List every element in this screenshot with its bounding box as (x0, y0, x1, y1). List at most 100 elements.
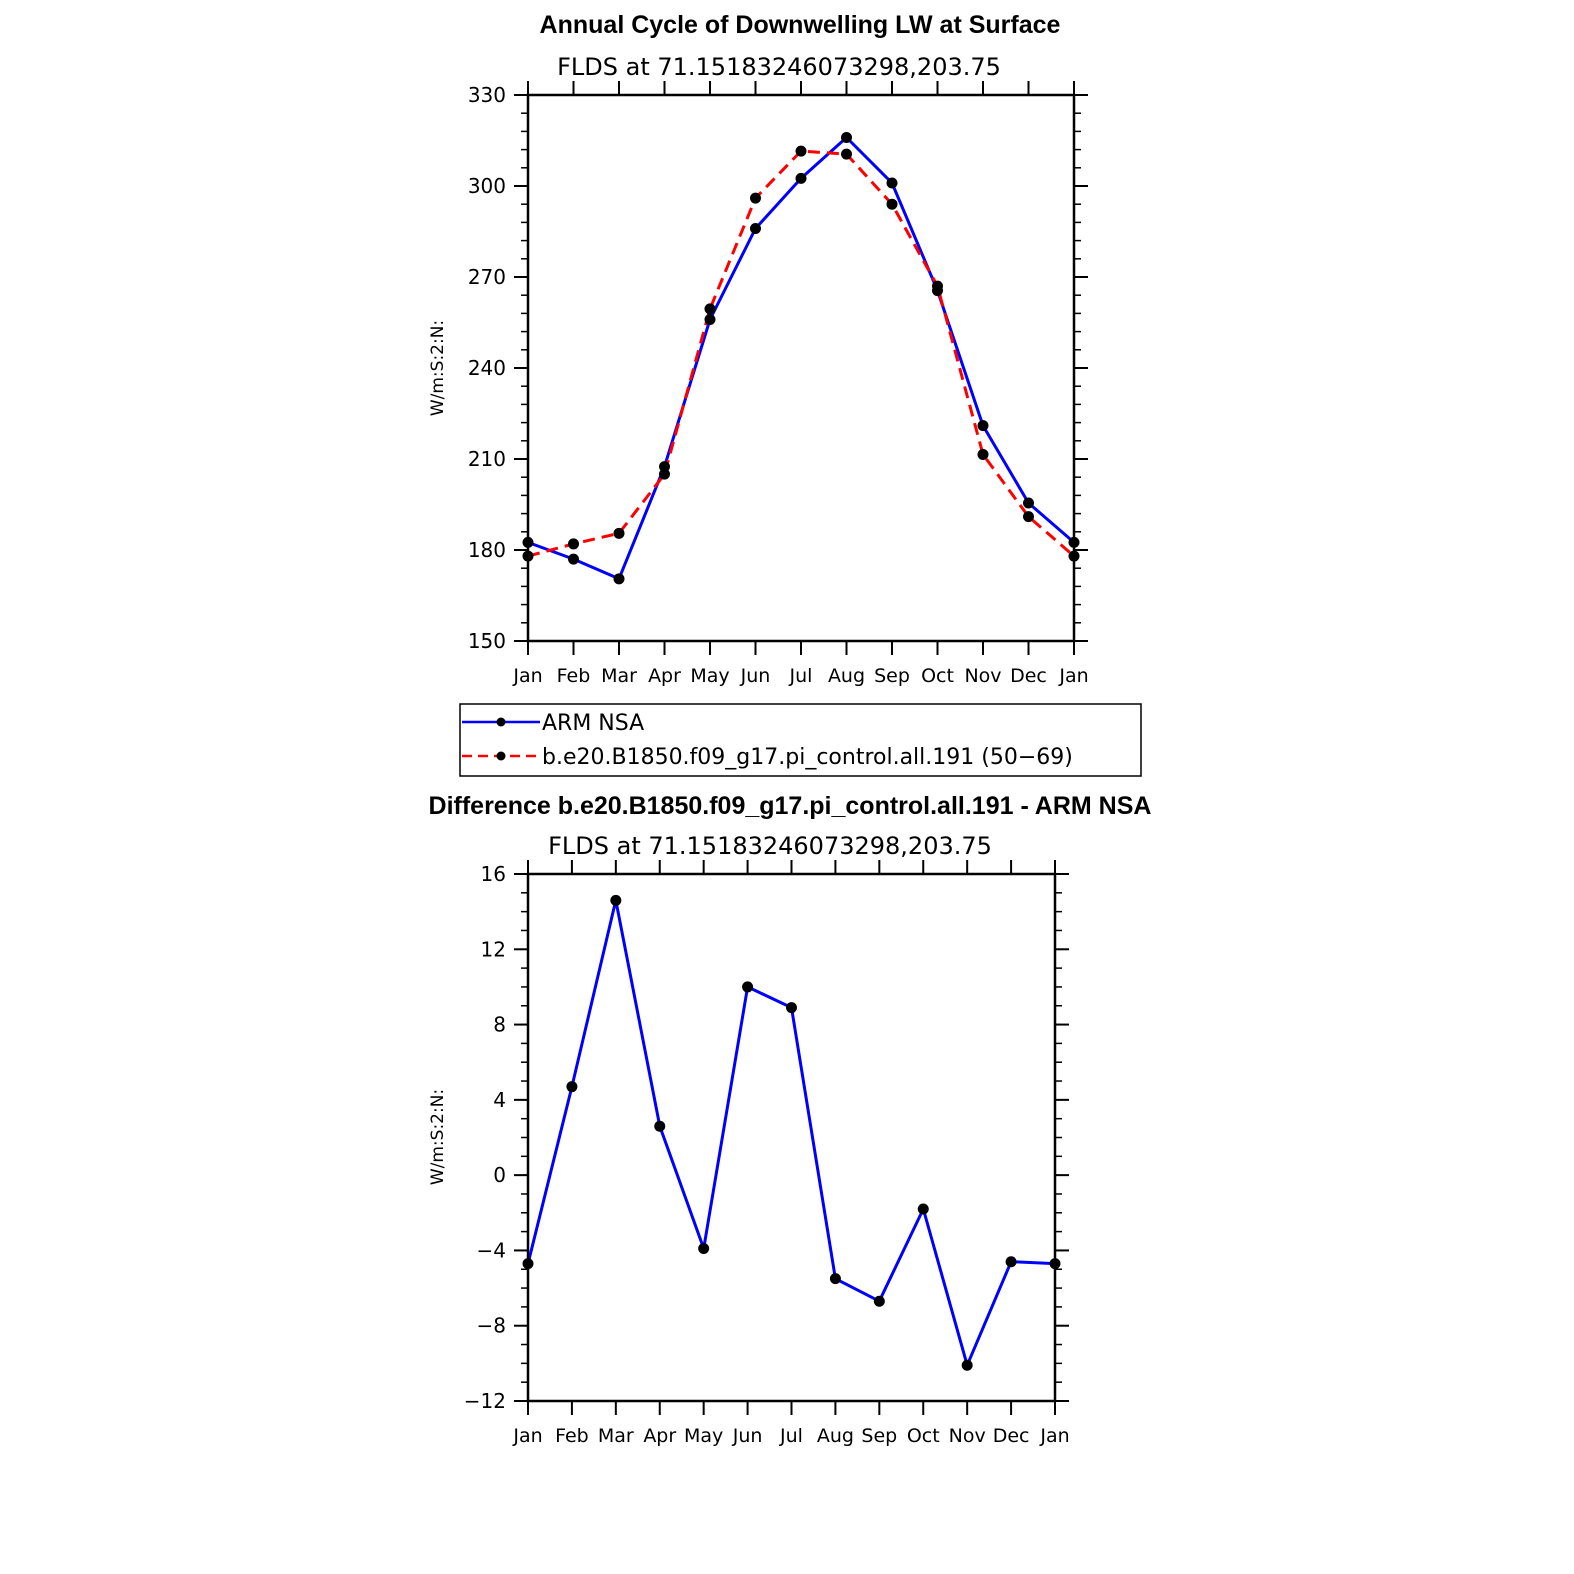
x-tick-label: Jan (1039, 1425, 1069, 1447)
x-tick-label: May (684, 1425, 723, 1447)
data-point-series-0 (613, 573, 625, 585)
y-tick-label: −12 (464, 1389, 506, 1413)
data-point-series-0 (1005, 1256, 1017, 1268)
data-point-series-0 (977, 420, 989, 432)
data-point-series-1 (750, 192, 761, 204)
y-tick-label: 12 (481, 937, 506, 961)
data-point-series-0 (568, 553, 579, 565)
y-tick-label: −4 (477, 1238, 506, 1262)
y-tick-label: −8 (477, 1314, 506, 1338)
annual-cycle-chart: Annual Cycle of Downwelling LW at Surfac… (428, 11, 1142, 777)
x-tick-label: Mar (601, 665, 637, 687)
legend-box (459, 703, 1142, 777)
legend-label-model: b.e20.B1850.f09_g17.pi_control.all.191 (… (542, 745, 1073, 770)
y-axis-label: W/m:S:2:N: (428, 1089, 448, 1185)
data-point-series-0 (795, 172, 807, 184)
x-tick-labels: Jan Feb Mar Apr May Jun Jul Aug Sep Oct Nov Dec Jan (512, 1425, 1069, 1447)
data-point-series-0 (654, 1120, 666, 1132)
data-point-series-1 (568, 538, 579, 550)
data-point-series-0 (704, 313, 716, 325)
data-point-series-1 (1023, 511, 1034, 523)
series-line-0 (526, 898, 1056, 1367)
x-tick-label: Apr (648, 665, 681, 687)
y-tick-label: 300 (468, 174, 506, 198)
y-tick-label: 4 (493, 1088, 506, 1112)
data-point-series-1 (795, 145, 807, 157)
x-tick-label: Nov (949, 1425, 986, 1447)
data-point-series-1 (977, 448, 989, 460)
y-tick-label: 330 (468, 83, 506, 107)
x-tick-label: Jan (512, 1425, 542, 1447)
y-axis-label: W/m:S:2:N: (428, 320, 448, 416)
data-point-series-0 (917, 1203, 929, 1215)
data-point-series-0 (698, 1243, 710, 1255)
axes-ticks (514, 860, 1069, 1415)
data-point-series-0 (566, 1081, 578, 1093)
y-tick-label: 180 (468, 538, 506, 562)
legend-entry-arm-nsa: ARM NSA (462, 711, 644, 736)
x-tick-label: Nov (964, 665, 1001, 687)
chart-title: Annual Cycle of Downwelling LW at Surfac… (540, 11, 1061, 39)
data-point-series-0 (886, 177, 898, 189)
x-tick-label: Jul (779, 1425, 803, 1447)
y-tick-label: 0 (493, 1163, 506, 1187)
plot-frame (526, 93, 1076, 643)
legend-marker-arm-nsa (496, 717, 506, 727)
data-point-series-0 (659, 461, 670, 473)
x-tick-label: Apr (643, 1425, 676, 1447)
y-tick-label: 240 (468, 356, 506, 380)
series-lines (522, 131, 1080, 585)
data-point-series-0 (786, 1002, 797, 1014)
x-tick-label: Feb (555, 1425, 589, 1447)
plot-frame (526, 872, 1057, 1403)
x-tick-labels: Jan Feb Mar Apr May Jun Jul Aug Sep Oct Nov Dec Jan (512, 665, 1088, 687)
x-tick-label: Oct (907, 1425, 940, 1447)
data-point-series-1 (886, 198, 898, 210)
x-tick-label: Jul (789, 665, 813, 687)
chart-title: Difference b.e20.B1850.f09_g17.pi_contro… (429, 792, 1152, 820)
x-tick-label: Aug (817, 1425, 854, 1447)
legend-label-arm-nsa: ARM NSA (542, 711, 644, 736)
data-point-series-0 (610, 894, 622, 906)
x-tick-label: Sep (861, 1425, 897, 1447)
data-point-series-0 (750, 222, 761, 234)
data-point-series-0 (829, 1273, 841, 1285)
y-tick-label: 16 (481, 862, 506, 886)
data-point-series-0 (961, 1359, 973, 1371)
y-tick-labels: −12 −8 −4 0 4 8 12 16 (464, 862, 506, 1413)
x-tick-label: May (690, 665, 729, 687)
legend-marker-model (496, 751, 506, 761)
x-tick-label: Oct (921, 665, 954, 687)
y-tick-label: 270 (468, 265, 506, 289)
x-tick-label: Jun (740, 665, 771, 687)
legend-entry-model: b.e20.B1850.f09_g17.pi_control.all.191 (… (462, 745, 1073, 770)
x-tick-label: Feb (557, 665, 591, 687)
y-tick-label: 8 (493, 1013, 506, 1037)
chart-subtitle: FLDS at 71.15183246073298,203.75 (557, 53, 1001, 81)
x-tick-label: Sep (874, 665, 910, 687)
series-line-1 (527, 149, 1075, 558)
series-line-0 (527, 136, 1075, 581)
data-point-series-0 (873, 1295, 885, 1307)
axes-ticks (514, 81, 1088, 655)
data-point-series-0 (1023, 497, 1034, 509)
data-point-series-1 (659, 468, 670, 480)
y-tick-label: 210 (468, 447, 506, 471)
difference-chart: Difference b.e20.B1850.f09_g17.pi_contro… (428, 792, 1151, 1447)
chart-subtitle: FLDS at 71.15183246073298,203.75 (548, 832, 992, 860)
x-tick-label: Jan (512, 665, 542, 687)
x-tick-label: Aug (828, 665, 865, 687)
legend: ARM NSA b.e20.B1850.f09_g17.pi_control.a… (459, 703, 1142, 777)
data-point-series-1 (613, 527, 625, 539)
x-tick-label: Dec (993, 1425, 1030, 1447)
data-point-series-1 (704, 303, 716, 315)
y-tick-label: 150 (468, 629, 506, 653)
x-tick-label: Jan (1058, 665, 1088, 687)
data-point-series-1 (841, 148, 852, 160)
x-tick-label: Mar (598, 1425, 634, 1447)
series-lines (522, 894, 1061, 1371)
data-point-series-1 (932, 280, 943, 292)
data-point-series-0 (841, 131, 852, 143)
y-tick-labels: 150 180 210 240 270 300 330 (468, 83, 506, 653)
